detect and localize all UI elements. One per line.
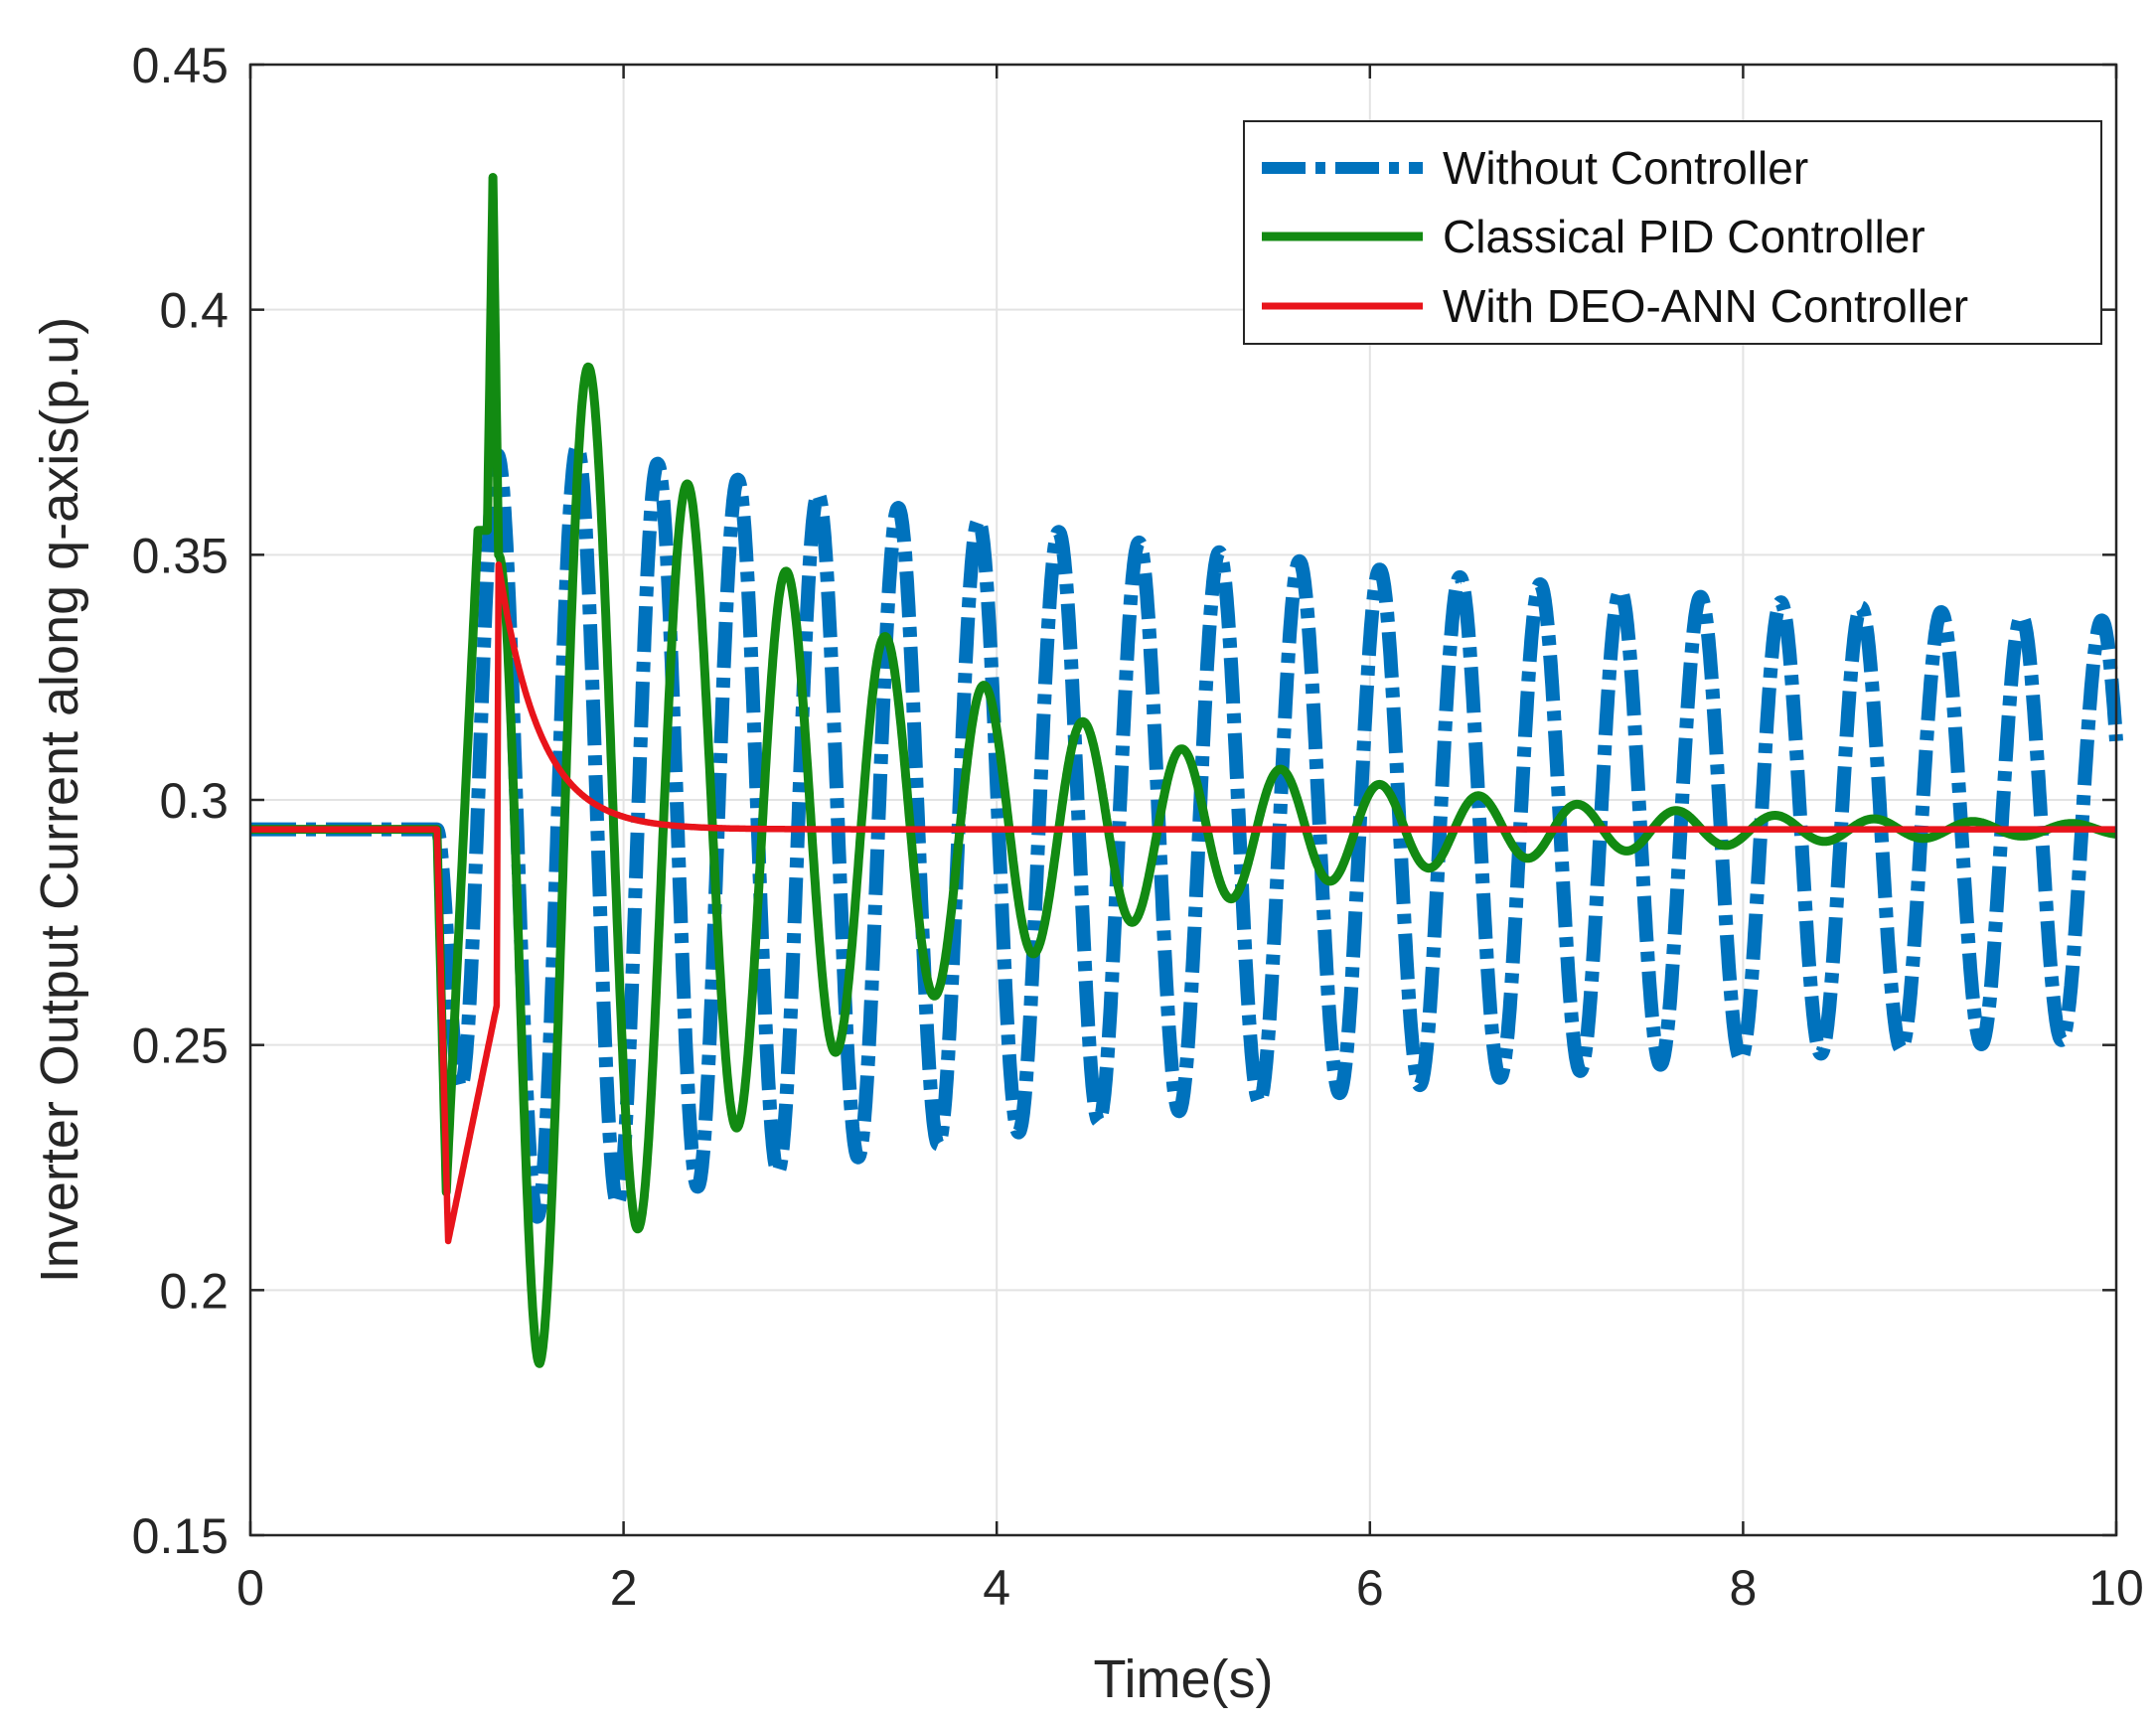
series-line-classical-pid — [246, 173, 2120, 1368]
x-tick-label: 8 — [1729, 1560, 1757, 1616]
plot-area — [243, 173, 2123, 1368]
x-tick-label: 2 — [610, 1560, 638, 1616]
y-tick-label: 0.25 — [132, 1019, 229, 1074]
y-tick-label: 0.45 — [132, 38, 229, 93]
legend: Without Controller Classical PID Control… — [1243, 120, 2102, 345]
legend-label-deo-ann: With DEO-ANN Controller — [1443, 280, 1968, 332]
axis-ticks — [248, 63, 2118, 1537]
x-tick-label: 4 — [983, 1560, 1010, 1616]
x-tick-label: 0 — [236, 1560, 264, 1616]
x-tick-label: 10 — [2088, 1560, 2144, 1616]
series-line-without-controller — [243, 440, 2123, 1224]
series-line-deo-ann — [247, 560, 2119, 1245]
axis-tick-labels: 0 2 4 6 8 10 0.15 0.2 0.25 0.3 0.35 0.4 0.45 — [132, 38, 2144, 1616]
y-tick-label: 0.2 — [159, 1263, 229, 1319]
x-axis-label: Time(s) — [1094, 1649, 1274, 1709]
y-tick-label: 0.4 — [159, 283, 229, 339]
y-axis-label: Inverter Output Current along q-axis(p.u… — [30, 317, 89, 1283]
y-tick-label: 0.3 — [159, 773, 229, 829]
x-tick-label: 6 — [1356, 1560, 1384, 1616]
y-tick-label: 0.35 — [132, 528, 229, 583]
legend-label-classical-pid: Classical PID Controller — [1443, 211, 1925, 262]
y-tick-label: 0.15 — [132, 1508, 229, 1564]
legend-label-without-controller: Without Controller — [1443, 142, 1808, 194]
